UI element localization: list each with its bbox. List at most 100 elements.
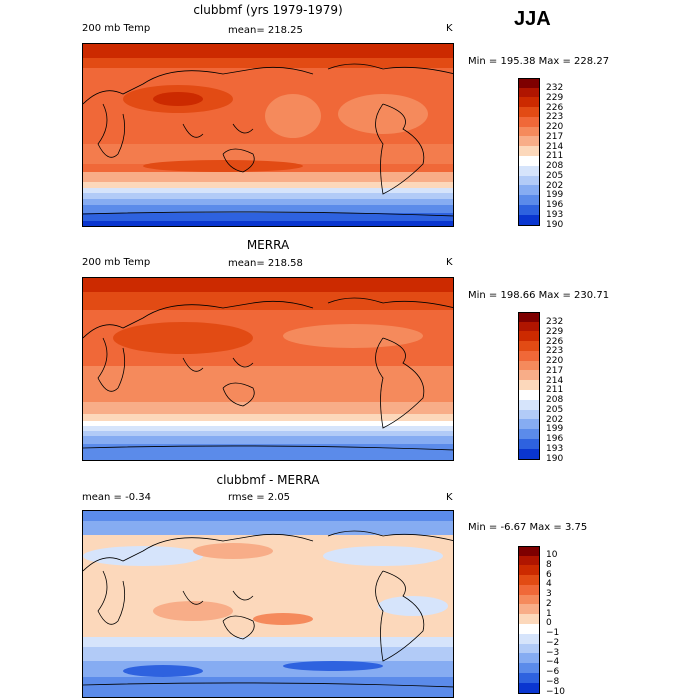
panel3-tropic-warm1 — [153, 601, 233, 621]
panel3-atlantic-cool — [378, 596, 448, 616]
panel2-band-s4 — [83, 426, 453, 431]
panel1-cbar-label: 199 — [546, 190, 564, 200]
panel3-band-s2 — [83, 647, 453, 661]
panel2-cbar-label: 232 — [546, 317, 564, 327]
panel1-cbar-label: 211 — [546, 151, 564, 161]
panel3-cbar-label: −4 — [546, 657, 560, 667]
panel3-sh-cold2 — [283, 661, 383, 671]
panel3-nh-cool1 — [83, 546, 203, 566]
panel1-band-tropics — [83, 144, 453, 164]
panel1-left-label: 200 mb Temp — [82, 23, 151, 34]
panel1-mean-label: mean= 218.25 — [228, 25, 303, 36]
panel3-cbar-label: 1 — [546, 609, 552, 619]
panel2-cbar-label: 220 — [546, 356, 564, 366]
panel3-band-s4 — [83, 677, 453, 697]
panel1-title: clubbmf (yrs 1979-1979) — [193, 3, 343, 17]
panel2-map-svg — [83, 278, 453, 460]
panel1-band-arctic — [83, 44, 453, 62]
panel1-coastlines — [83, 63, 453, 217]
panel1-map — [82, 43, 454, 227]
panel1-cbar-label: 205 — [546, 171, 564, 181]
panel3-cbar-label: 0 — [546, 618, 552, 628]
panel2-band-s5 — [83, 431, 453, 436]
panel3-coastlines — [83, 530, 453, 688]
panel1-tibet-core — [153, 92, 203, 106]
panel2-pacific-cool — [283, 324, 423, 348]
panel1-cbar-label: 217 — [546, 132, 564, 142]
panel3-cbar-label: −3 — [546, 648, 560, 658]
panel2-cbar-label: 214 — [546, 376, 564, 386]
panel3-cbar-label: 10 — [546, 550, 558, 560]
panel3-band-arctic2 — [83, 511, 453, 521]
panel2-cbar-label: 229 — [546, 327, 564, 337]
panel1-band-s3 — [83, 188, 453, 193]
panel3-minmax: Min = -6.67 Max = 3.75 — [468, 522, 588, 533]
panel1-colorbar — [518, 78, 540, 226]
panel1-cbar-label: 223 — [546, 112, 564, 122]
panel3-map — [82, 510, 454, 698]
panel2-cbar-label: 199 — [546, 424, 564, 434]
panel2-cbar-label: 196 — [546, 434, 564, 444]
panel2-cbar-label: 211 — [546, 385, 564, 395]
panel1-cbar-label: 190 — [546, 220, 564, 230]
panel1-cbar-label: 202 — [546, 181, 564, 191]
panel2-cbar-label: 193 — [546, 444, 564, 454]
panel3-rmse-label: rmse = 2.05 — [228, 492, 291, 503]
panel1-atlantic-cool — [338, 94, 428, 134]
panel1-band-s6 — [83, 205, 453, 213]
panel1-cbar-label: 196 — [546, 200, 564, 210]
panel3-title: clubbmf - MERRA — [216, 473, 320, 487]
panel1-units: K — [446, 23, 453, 34]
panel2-minmax: Min = 198.66 Max = 230.71 — [468, 290, 610, 301]
panel3-cbar-label: −2 — [546, 638, 560, 648]
panel1-cbar-label: 232 — [546, 83, 564, 93]
panel1-band-s7 — [83, 213, 453, 221]
panel3-map-svg — [83, 511, 453, 697]
panel2-title: MERRA — [246, 238, 290, 252]
panel3-cbar-label: 2 — [546, 599, 552, 609]
panel2-cbar-label: 208 — [546, 395, 564, 405]
panel1-map-svg — [83, 44, 453, 226]
panel2-band-s1 — [83, 402, 453, 414]
panel3-cbar-label: 4 — [546, 579, 552, 589]
panel2-units: K — [446, 257, 453, 268]
panel3-cbar-label: −8 — [546, 677, 560, 687]
panel2-band-arctic — [83, 278, 453, 294]
panel2-cbar-label: 202 — [546, 415, 564, 425]
panel2-band-north — [83, 292, 453, 310]
panel1-cbar-label: 214 — [546, 142, 564, 152]
panel2-mean-label: mean= 218.58 — [228, 258, 303, 269]
panel1-cbar-label: 226 — [546, 103, 564, 113]
panel1-pacific-cool — [265, 94, 321, 138]
panel2-band-s2 — [83, 414, 453, 421]
panel3-band-s1 — [83, 637, 453, 647]
panel1-band-s1 — [83, 172, 453, 182]
panel3-colorbar — [518, 546, 540, 694]
panel2-cbar-label: 190 — [546, 454, 564, 464]
panel3-cbar-label: 8 — [546, 560, 552, 570]
panel3-cbar-label: −10 — [546, 687, 565, 697]
panel1-band-s2 — [83, 182, 453, 188]
panel3-nh-cool2 — [323, 546, 443, 566]
panel3-asia-warm — [193, 543, 273, 559]
panel3-cbar-label: −1 — [546, 628, 560, 638]
panel2-left-label: 200 mb Temp — [82, 257, 151, 268]
panel3-units: K — [446, 492, 453, 503]
panel2-cbar-label: 226 — [546, 337, 564, 347]
panel1-band-north — [83, 58, 453, 68]
panel2-cbar-label: 223 — [546, 346, 564, 356]
panel2-map — [82, 277, 454, 461]
panel1-cbar-label: 193 — [546, 210, 564, 220]
panel1-band-s8 — [83, 221, 453, 226]
panel3-mean-label: mean = -0.34 — [82, 492, 151, 503]
panel3-tropic-warm2 — [253, 613, 313, 625]
panel1-cbar-label: 229 — [546, 93, 564, 103]
panel1-minmax: Min = 195.38 Max = 228.27 — [468, 56, 610, 67]
panel1-band-s4 — [83, 193, 453, 199]
panel2-cbar-label: 217 — [546, 366, 564, 376]
panel2-band-s6 — [83, 436, 453, 444]
panel3-cbar-label: 3 — [546, 589, 552, 599]
panel2-band-tropics — [83, 366, 453, 402]
season-label: JJA — [514, 8, 551, 30]
panel2-coastlines — [83, 297, 453, 451]
